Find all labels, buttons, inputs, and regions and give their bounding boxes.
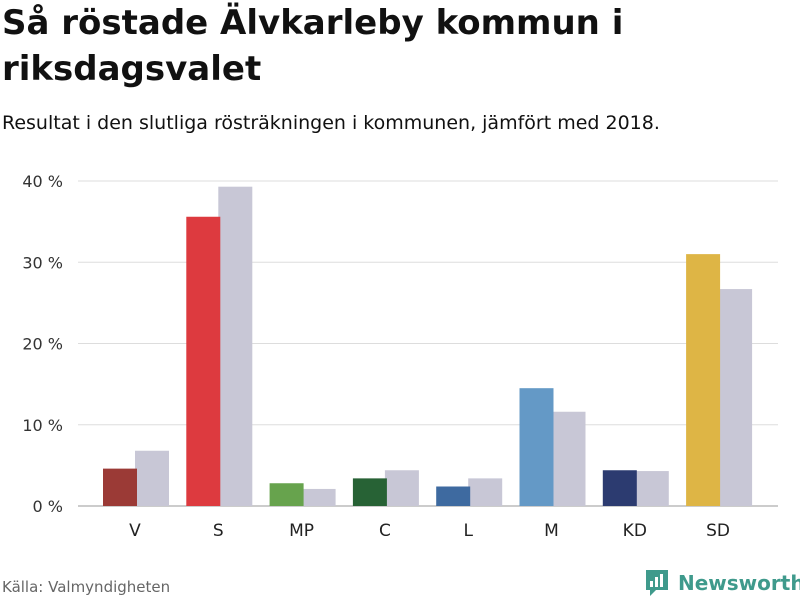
chart-subtitle: Resultat i den slutliga rösträkningen i …: [2, 112, 660, 134]
bar-2022-kd: [602, 470, 637, 506]
bar-2018-v: [135, 450, 169, 506]
bar-2018-sd: [718, 289, 753, 506]
x-axis-labels: V S MP C L M KD SD: [129, 521, 730, 541]
x-tick-label-s: S: [213, 521, 224, 541]
brand-name: Newsworthy: [678, 571, 800, 595]
bar-2022-sd: [686, 254, 721, 506]
source-note: Källa: Valmyndigheten: [2, 578, 171, 596]
newsworthy-logo[interactable]: Newsworthy: [644, 568, 800, 598]
bars: [103, 186, 753, 506]
bar-2022-c: [352, 478, 387, 506]
bar-2022-l: [436, 486, 471, 506]
bar-2018-s: [218, 186, 253, 506]
y-tick-label: 0 %: [33, 497, 63, 516]
x-tick-label-kd: KD: [623, 521, 647, 541]
x-tick-label-sd: SD: [706, 521, 730, 541]
bar-2018-l: [468, 478, 503, 506]
bar-2022-mp: [269, 483, 304, 506]
y-tick-label: 40 %: [22, 172, 63, 191]
bar-2018-kd: [634, 471, 669, 506]
y-tick-label: 20 %: [22, 335, 63, 354]
bar-2018-c: [384, 470, 419, 506]
newsworthy-bar-icon: [646, 570, 668, 596]
x-tick-label-c: C: [379, 521, 391, 541]
y-tick-label: 10 %: [22, 416, 63, 435]
grid-lines: [78, 180, 778, 507]
bar-2022-s: [186, 216, 221, 506]
bar-2018-mp: [301, 488, 336, 506]
bar-2018-m: [551, 411, 586, 506]
bar-2022-m: [519, 388, 554, 506]
y-tick-label: 30 %: [22, 253, 63, 272]
chart-title: Så röstade Älvkarleby kommun i riksdagsv…: [2, 3, 624, 89]
x-tick-label-l: L: [463, 521, 473, 541]
y-axis-labels: 0 % 10 % 20 % 30 % 40 %: [22, 172, 63, 516]
x-tick-label-m: M: [544, 521, 559, 541]
x-tick-label-v: V: [129, 521, 141, 541]
bar-chart: 0 % 10 % 20 % 30 % 40 % V S MP C L M KD SD: [22, 172, 778, 541]
bar-2022-v: [103, 468, 137, 506]
x-tick-label-mp: MP: [289, 521, 314, 541]
